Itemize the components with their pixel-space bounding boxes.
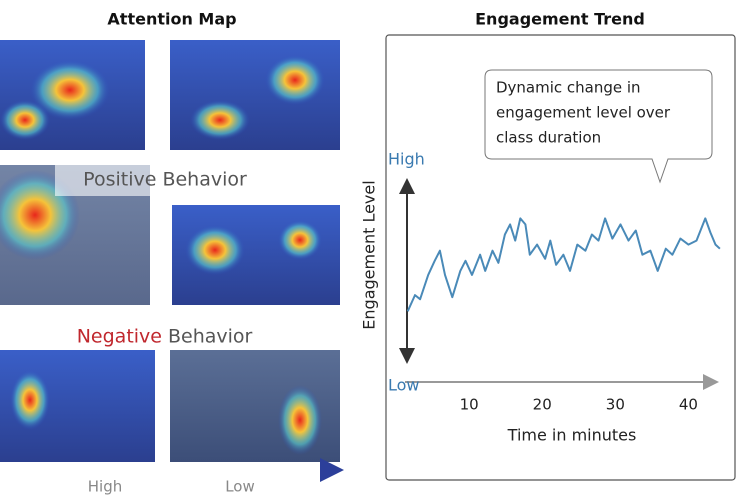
- heat-spot: [0, 100, 50, 140]
- heat-spot: [30, 60, 110, 120]
- colorbar-label: High: [88, 478, 122, 496]
- annotation: class duration: [496, 129, 601, 147]
- annotation: engagement level over: [496, 104, 671, 122]
- attention-images: [0, 40, 340, 462]
- chart-title: Engagement Trend: [475, 10, 645, 29]
- y-tick-label: High: [388, 150, 425, 169]
- colorbar-label: Low: [225, 478, 255, 496]
- x-tick-label: 40: [679, 396, 698, 414]
- callout: [484, 69, 713, 184]
- x-axis-label: Time in minutes: [507, 426, 637, 445]
- panel-title: Attention Map: [107, 10, 236, 29]
- y-tick-label: Low: [388, 376, 420, 395]
- behavior-label: Behavior: [168, 326, 253, 348]
- heat-spot: [278, 220, 322, 260]
- y-axis-label: Engagement Level: [360, 180, 379, 329]
- positive-label: Positive Behavior: [83, 169, 247, 191]
- x-tick-label: 10: [460, 396, 479, 414]
- heat-spot: [190, 100, 250, 140]
- annotation: Dynamic change in: [496, 79, 641, 97]
- heat-spot: [278, 385, 322, 455]
- negative-label: Negative: [77, 326, 162, 348]
- x-tick-label: 20: [533, 396, 552, 414]
- heat-spot: [185, 225, 245, 275]
- heat-spot: [265, 55, 325, 105]
- line: [406, 217, 721, 312]
- heat-spot: [10, 370, 50, 430]
- label-backdrop: [55, 162, 275, 196]
- x-tick-label: 30: [606, 396, 625, 414]
- chart-frame: [385, 34, 736, 481]
